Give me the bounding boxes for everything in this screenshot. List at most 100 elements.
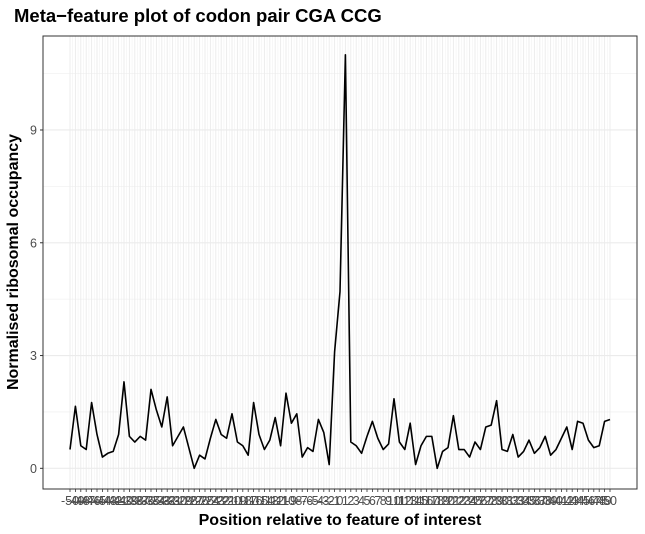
x-tick-label: -38 [126,494,144,508]
x-tick-label: -39 [120,494,138,508]
x-tick-label: 36 [527,494,541,508]
chart-title: Meta−feature plot of codon pair CGA CCG [14,5,382,26]
x-tick-label: 35 [522,494,536,508]
x-tick-label: -49 [66,494,84,508]
x-tick-label: -30 [169,494,187,508]
x-tick-label: 10 [387,494,401,508]
x-tick-label: -40 [115,494,133,508]
x-tick-label: 18 [430,494,444,508]
x-axis-ticks: -50-49-48-47-46-45-44-43-42-41-40-39-38-… [61,489,617,508]
x-tick-label: -9 [286,494,297,508]
x-tick-label: -41 [110,494,128,508]
x-tick-label: -12 [266,494,284,508]
x-tick-label: 9 [385,494,392,508]
x-tick-label: 48 [592,494,606,508]
y-axis-ticks: 0 3 6 9 [30,123,43,476]
x-tick-label: 0 [337,494,344,508]
x-tick-label: 14 [409,494,423,508]
x-tick-label: -18 [234,494,252,508]
x-tick-label: 21 [446,494,460,508]
x-tick-label: 16 [419,494,433,508]
x-tick-label: -35 [142,494,160,508]
x-tick-label: 47 [587,494,601,508]
major-y-gridlines [43,129,637,469]
x-tick-label: -6 [302,494,313,508]
x-tick-label: 28 [484,494,498,508]
y-tick-label: 3 [30,349,37,363]
x-tick-label: 7 [374,494,381,508]
x-tick-label: 29 [490,494,504,508]
x-tick-label: 33 [511,494,525,508]
x-tick-label: 31 [500,494,514,508]
x-tick-label: 45 [576,494,590,508]
x-tick-label: 43 [565,494,579,508]
x-tick-label: -11 [272,494,289,508]
x-tick-label: 2 [347,494,354,508]
x-tick-label: 41 [554,494,568,508]
x-tick-label: 13 [403,494,417,508]
x-tick-label: 27 [479,494,493,508]
x-tick-label: -4 [313,494,324,508]
x-tick-label: 3 [353,494,360,508]
x-tick-label: -44 [93,494,111,508]
x-tick-label: -23 [207,494,225,508]
x-tick-label: 8 [380,494,387,508]
x-tick-label: 4 [358,494,365,508]
x-tick-label: -34 [147,494,165,508]
x-tick-label: 34 [517,494,531,508]
x-tick-label: -16 [245,494,263,508]
x-tick-label: 11 [393,494,406,508]
x-tick-label: -47 [77,494,95,508]
x-tick-label: -48 [72,494,90,508]
x-tick-label: 50 [603,494,617,508]
x-tick-label: -26 [191,494,209,508]
x-tick-label: 37 [533,494,547,508]
x-tick-label: -8 [291,494,302,508]
x-tick-label: -46 [83,494,101,508]
x-tick-label: -36 [137,494,155,508]
x-tick-label: 40 [549,494,563,508]
x-tick-label: -7 [297,494,308,508]
x-tick-label: -37 [131,494,149,508]
x-tick-label: 44 [571,494,585,508]
major-x-gridlines [69,36,611,489]
series-layer [69,53,611,470]
x-tick-label: 6 [369,494,376,508]
series-line [69,53,611,470]
x-tick-label: 23 [457,494,471,508]
x-tick-label: 1 [342,494,349,508]
x-tick-label: -50 [61,494,79,508]
x-tick-label: -1 [329,494,340,508]
x-tick-label: 46 [581,494,595,508]
x-tick-label: -13 [261,494,279,508]
x-tick-label: 5 [364,494,371,508]
x-tick-label: -3 [318,494,329,508]
x-tick-label: -22 [212,494,230,508]
x-tick-label: 25 [468,494,482,508]
x-tick-label: 49 [598,494,612,508]
x-tick-label: -42 [104,494,122,508]
x-tick-label: -19 [228,494,246,508]
x-tick-label: -33 [153,494,171,508]
x-tick-label: -45 [88,494,106,508]
y-tick-label: 6 [30,236,37,250]
x-tick-label: 38 [538,494,552,508]
y-tick-label: 0 [30,462,37,476]
x-tick-label: -32 [158,494,176,508]
x-tick-label: 20 [441,494,455,508]
x-tick-label: -29 [174,494,192,508]
x-tick-label: 24 [463,494,477,508]
x-tick-label: -25 [196,494,214,508]
y-tick-label: 9 [30,123,37,137]
x-tick-label: 19 [436,494,450,508]
x-tick-label: 12 [398,494,412,508]
x-tick-label: -31 [164,494,182,508]
x-tick-label: -27 [185,494,203,508]
x-tick-label: 15 [414,494,428,508]
x-tick-label: 32 [506,494,520,508]
x-tick-label: -24 [201,494,219,508]
y-axis-label: Normalised ribosomal occupancy [5,133,22,391]
x-tick-label: -10 [277,494,295,508]
x-tick-label: 26 [473,494,487,508]
